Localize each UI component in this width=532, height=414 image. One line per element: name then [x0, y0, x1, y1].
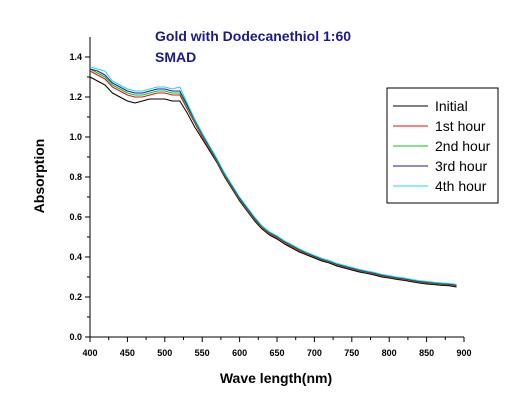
chart-subtitle: SMAD	[155, 49, 196, 65]
legend-label: 2nd hour	[435, 138, 491, 154]
y-tick-label: 1.2	[69, 92, 82, 102]
x-axis-label: Wave length(nm)	[220, 370, 332, 386]
y-axis-ticks: 0.0 0.2 0.4 0.6 0.8 1.0 1.2 1.4	[69, 52, 90, 342]
x-tick-label: 700	[307, 348, 322, 358]
chart-title: Gold with Dodecanethiol 1:60	[155, 28, 351, 44]
x-tick-label: 400	[82, 348, 97, 358]
y-axis-label: Absorption	[31, 139, 47, 214]
y-tick-label: 0.6	[69, 212, 82, 222]
series-line-3	[89, 68, 457, 286]
legend-label: 3rd hour	[435, 158, 487, 174]
x-tick-label: 850	[419, 348, 434, 358]
x-tick-label: 600	[232, 348, 247, 358]
legend: Initial 1st hour 2nd hour 3rd hour 4th hour	[386, 87, 499, 204]
series-lines	[89, 66, 457, 288]
x-tick-label: 900	[456, 348, 471, 358]
y-tick-label: 1.4	[69, 52, 82, 62]
series-line-4	[89, 66, 457, 285]
legend-items: Initial 1st hour 2nd hour 3rd hour 4th hour	[393, 98, 491, 194]
y-tick-label: 0.2	[69, 292, 82, 302]
plot-area: 0.0 0.2 0.4 0.6 0.8 1.0 1.2 1.4 400 450 500 550 600…	[69, 37, 472, 358]
x-tick-label: 650	[269, 348, 284, 358]
x-axis-ticks: 400 450 500 550 600 650 700 750 800 850 900	[82, 337, 472, 358]
legend-label: Initial	[435, 98, 468, 114]
y-tick-label: 1.0	[69, 132, 82, 142]
y-tick-label: 0.4	[69, 252, 82, 262]
y-tick-label: 0.8	[69, 172, 82, 182]
x-tick-label: 750	[344, 348, 359, 358]
y-tick-label: 0.0	[69, 332, 82, 342]
legend-label: 4th hour	[435, 178, 487, 194]
x-tick-label: 550	[195, 348, 210, 358]
x-tick-label: 500	[157, 348, 172, 358]
series-line-1	[89, 70, 457, 287]
x-tick-label: 800	[382, 348, 397, 358]
x-tick-label: 450	[120, 348, 135, 358]
legend-label: 1st hour	[435, 118, 486, 134]
series-line-0	[89, 76, 457, 288]
